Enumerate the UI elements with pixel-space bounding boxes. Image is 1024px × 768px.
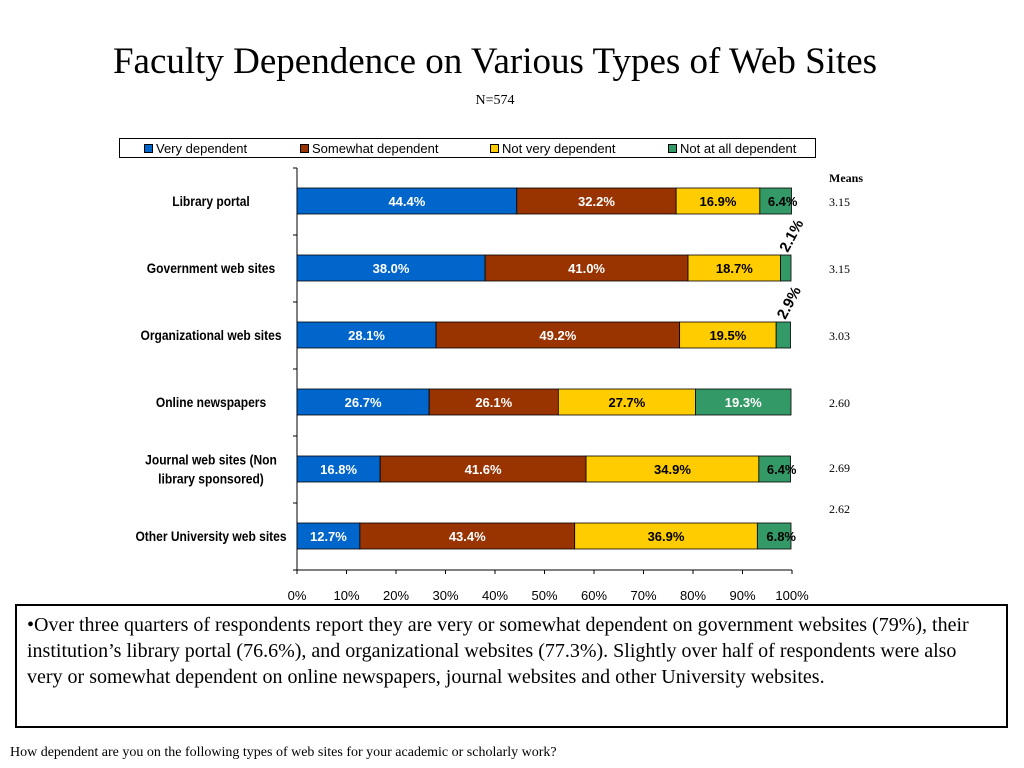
bar-segment <box>756 522 792 550</box>
category-label-line: Organizational web sites <box>140 327 281 343</box>
data-label: 19.3% <box>725 395 762 410</box>
means-header: Means <box>829 171 863 185</box>
category-label-line: Government web sites <box>147 260 275 276</box>
data-label: 41.6% <box>465 462 502 477</box>
data-label: 16.8% <box>320 462 357 477</box>
x-tick-label: 80% <box>680 588 706 603</box>
legend-item-very-dependent: Very dependent <box>144 141 247 156</box>
data-label: 6.4% <box>767 462 797 477</box>
x-tick-label: 40% <box>482 588 508 603</box>
mean-value: 2.60 <box>829 396 850 410</box>
legend-item-not-very-dependent: Not very dependent <box>490 141 615 156</box>
category-label: Government web sites <box>147 260 275 276</box>
data-label: 16.9% <box>700 194 737 209</box>
bar-segment <box>758 455 791 483</box>
category-label-line: Library portal <box>172 193 250 209</box>
mean-value: 3.03 <box>829 329 850 343</box>
sample-size: N=574 <box>475 93 515 108</box>
page-title: Faculty Dependence on Various Types of W… <box>112 41 878 82</box>
data-label: 19.5% <box>709 328 746 343</box>
data-label: 44.4% <box>388 194 425 209</box>
x-tick-label: 0% <box>288 588 307 603</box>
mean-value: 3.15 <box>829 262 850 276</box>
bar-segment <box>687 254 782 282</box>
mean-value: 2.62 <box>829 502 850 516</box>
x-tick-label: 100% <box>775 588 809 603</box>
category-label: Journal web sites (Non library sponsored) <box>145 452 277 487</box>
x-tick-label: 50% <box>531 588 557 603</box>
data-label: 27.7% <box>608 395 645 410</box>
data-label: 12.7% <box>310 529 347 544</box>
data-label: 38.0% <box>373 261 410 276</box>
data-label: 41.0% <box>568 261 605 276</box>
bar-segment <box>359 522 576 550</box>
data-label: 26.1% <box>475 395 512 410</box>
bar-segment <box>759 187 792 215</box>
bar-segment <box>296 388 430 416</box>
x-tick-label: 10% <box>333 588 359 603</box>
chart-legend: Very dependent Somewhat dependent Not ve… <box>119 138 816 158</box>
survey-question-footnote: How dependent are you on the following t… <box>10 745 557 760</box>
data-label: 49.2% <box>539 328 576 343</box>
bar-segment <box>695 388 792 416</box>
stacked-bar-chart: 0% 10% 20% 30% 40% 50% 60% 70% 80% 90% 100% Library… <box>135 167 809 603</box>
legend-label: Very dependent <box>156 141 248 156</box>
bar-segment <box>435 321 681 349</box>
data-label: 6.4% <box>768 194 798 209</box>
legend-swatch <box>490 144 499 153</box>
category-label: Library portal <box>172 193 250 209</box>
category-label: Online newspapers <box>156 394 266 410</box>
legend-label: Not very dependent <box>502 141 616 156</box>
data-label: 36.9% <box>648 529 685 544</box>
category-label: Organizational web sites <box>140 327 281 343</box>
bar-segment <box>775 321 791 349</box>
legend-item-not-at-all-dependent: Not at all dependent <box>668 141 796 156</box>
bar-segment <box>428 388 559 416</box>
bar-segment <box>296 187 518 215</box>
bar-segment <box>296 455 381 483</box>
data-label: 32.2% <box>578 194 615 209</box>
data-label: 18.7% <box>716 261 753 276</box>
x-tick-label: 70% <box>630 588 656 603</box>
category-label-line: Other University web sites <box>135 528 286 544</box>
bar-segment <box>516 187 677 215</box>
mean-value: 3.15 <box>829 195 850 209</box>
category-label-line: library sponsored) <box>158 471 264 487</box>
data-label: 6.8% <box>766 529 796 544</box>
data-label: 2.1% <box>776 217 807 255</box>
data-label: 28.1% <box>348 328 385 343</box>
data-label: 34.9% <box>654 462 691 477</box>
category-label: Other University web sites <box>135 528 286 544</box>
data-label: 43.4% <box>449 529 486 544</box>
legend-label: Not at all dependent <box>680 141 797 156</box>
legend-label: Somewhat dependent <box>312 141 439 156</box>
mean-value: 2.69 <box>829 461 850 475</box>
data-label: 2.9% <box>774 284 805 322</box>
data-label: 26.7% <box>345 395 382 410</box>
category-label-line: Online newspapers <box>156 394 266 410</box>
legend-item-somewhat-dependent: Somewhat dependent <box>300 141 438 156</box>
legend-swatch <box>300 144 309 153</box>
summary-textbox: •Over three quarters of respondents repo… <box>15 604 1008 728</box>
bar-segment <box>296 254 486 282</box>
legend-swatch <box>668 144 677 153</box>
bar-segment <box>780 254 792 282</box>
bar-segment <box>557 388 696 416</box>
bar-segment <box>484 254 689 282</box>
x-tick-label: 60% <box>581 588 607 603</box>
category-label-line: Journal web sites (Non <box>145 452 277 468</box>
x-tick-label: 30% <box>432 588 458 603</box>
bar-segment <box>585 455 760 483</box>
legend-swatch <box>144 144 153 153</box>
x-tick-label: 90% <box>729 588 755 603</box>
bar-segment <box>574 522 758 550</box>
x-tick-label: 20% <box>383 588 409 603</box>
bar-segment <box>296 321 437 349</box>
